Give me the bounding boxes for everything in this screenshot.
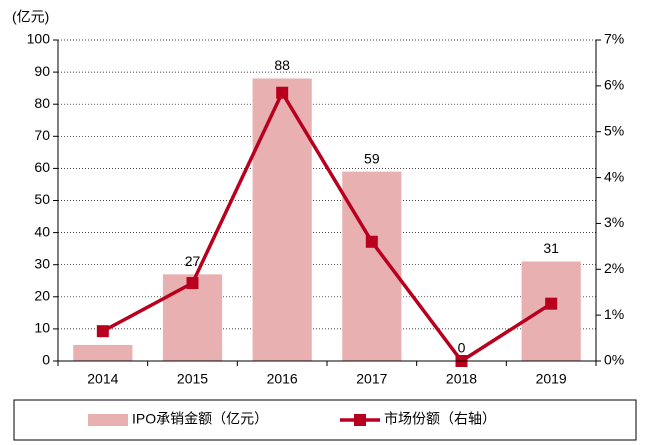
y2-tick-label: 5% xyxy=(604,122,624,138)
y-tick-label: 90 xyxy=(34,63,50,79)
y-axis-label: (亿元) xyxy=(12,9,49,25)
legend-swatch xyxy=(88,414,128,426)
x-tick-label: 2017 xyxy=(356,371,387,387)
y2-tick-label: 3% xyxy=(604,214,624,230)
y-tick-label: 30 xyxy=(34,255,50,271)
line-marker xyxy=(545,297,558,310)
x-tick-label: 2018 xyxy=(446,371,477,387)
y-tick-label: 100 xyxy=(27,31,51,47)
y-tick-label: 10 xyxy=(34,320,50,336)
data-label: 27 xyxy=(185,253,201,269)
line-marker xyxy=(186,277,199,290)
y2-tick-label: 1% xyxy=(604,306,624,322)
bar xyxy=(252,78,312,362)
x-tick-label: 2014 xyxy=(87,371,118,387)
line-marker xyxy=(96,325,109,338)
y2-tick-label: 6% xyxy=(604,77,624,93)
line xyxy=(102,89,553,364)
x-tick-label: 2019 xyxy=(536,371,567,387)
x-tick-label: 2016 xyxy=(267,371,298,387)
data-label: 31 xyxy=(543,240,559,256)
data-label: 0 xyxy=(458,340,466,356)
y2-tick-label: 0% xyxy=(604,352,624,368)
bar xyxy=(73,344,133,361)
bar xyxy=(342,171,402,361)
x-tick-label: 2015 xyxy=(177,371,208,387)
y2-tick-label: 7% xyxy=(604,31,624,47)
legend-box xyxy=(13,399,637,441)
line-marker xyxy=(276,86,289,99)
y2-tick-label: 4% xyxy=(604,168,624,184)
y-tick-label: 40 xyxy=(34,223,50,239)
y-tick-label: 60 xyxy=(34,159,50,175)
legend-label: IPO承销金额（亿元） xyxy=(132,411,268,427)
bar xyxy=(521,261,581,361)
legend-label: 市场份额（右轴） xyxy=(384,411,496,427)
data-label: 59 xyxy=(364,150,380,166)
y2-tick-label: 2% xyxy=(604,260,624,276)
line-marker xyxy=(365,235,378,248)
y-tick-label: 80 xyxy=(34,95,50,111)
y-tick-label: 70 xyxy=(34,127,50,143)
legend-marker xyxy=(354,414,366,426)
y-tick-label: 20 xyxy=(34,288,50,304)
data-label: 88 xyxy=(274,57,290,73)
y-tick-label: 0 xyxy=(42,352,50,368)
y-tick-label: 50 xyxy=(34,191,50,207)
